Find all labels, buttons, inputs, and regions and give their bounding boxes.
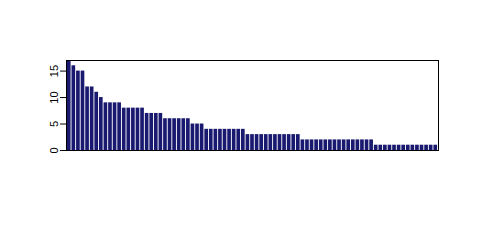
svg-text:10: 10: [48, 91, 60, 103]
svg-text:15: 15: [48, 65, 60, 77]
svg-text:5: 5: [48, 121, 60, 127]
svg-text:0: 0: [48, 147, 60, 153]
